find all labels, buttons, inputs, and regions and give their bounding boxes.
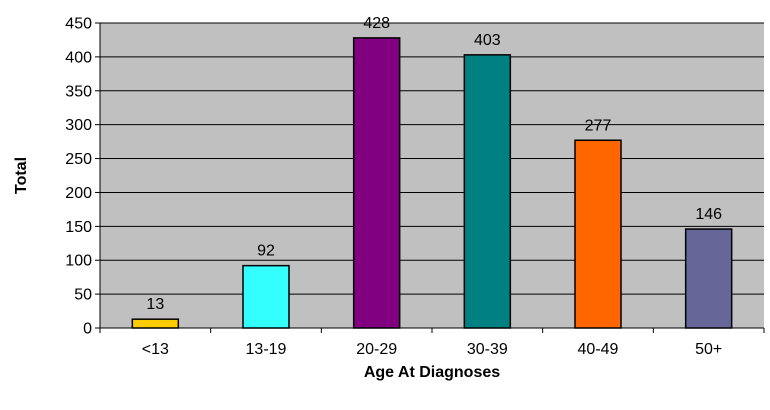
data-label-4: 403	[474, 32, 501, 49]
y-tick-label: 250	[65, 151, 92, 168]
x-tick-label-5: 40-49	[578, 341, 619, 358]
y-axis-title: Total	[13, 157, 30, 194]
x-tick-labels: <13 13-19 20-29 30-39 40-49 50+	[142, 341, 722, 358]
y-tick-label: 350	[65, 83, 92, 100]
x-tick-label-4: 30-39	[467, 341, 508, 358]
axes	[95, 22, 765, 333]
bar-2	[242, 264, 290, 329]
x-tick-label-2: 13-19	[246, 341, 287, 358]
y-tick-label: 100	[65, 253, 92, 270]
bar-4	[463, 54, 512, 329]
y-tick-label: 450	[65, 16, 92, 33]
data-label-5: 277	[585, 117, 612, 134]
data-label-2: 92	[257, 243, 275, 260]
bar-3	[352, 37, 401, 329]
y-tick-label: 400	[65, 49, 92, 66]
y-tick-label: 0	[83, 321, 92, 338]
y-tick-labels: 0 50 100 150 200 250 300 350 400 450	[65, 16, 92, 338]
data-label-3: 428	[363, 15, 390, 32]
bars	[131, 37, 733, 329]
y-tick-label: 150	[65, 219, 92, 236]
bar-6	[684, 228, 733, 329]
x-tick-label-1: <13	[142, 341, 169, 358]
x-tick-label-3: 20-29	[356, 341, 397, 358]
y-tick-label: 50	[74, 287, 92, 304]
bar-5	[574, 139, 622, 329]
bar-1	[131, 318, 180, 329]
data-label-1: 13	[146, 296, 164, 313]
y-tick-label: 200	[65, 185, 92, 202]
x-tick-label-6: 50+	[695, 341, 722, 358]
gridlines	[100, 22, 764, 295]
plot-area	[100, 23, 764, 328]
y-tick-label: 300	[65, 117, 92, 134]
x-axis-title: Age At Diagnoses	[364, 364, 500, 381]
data-label-6: 146	[695, 206, 722, 223]
data-labels: 13 92 428 403 277 146	[146, 15, 722, 313]
